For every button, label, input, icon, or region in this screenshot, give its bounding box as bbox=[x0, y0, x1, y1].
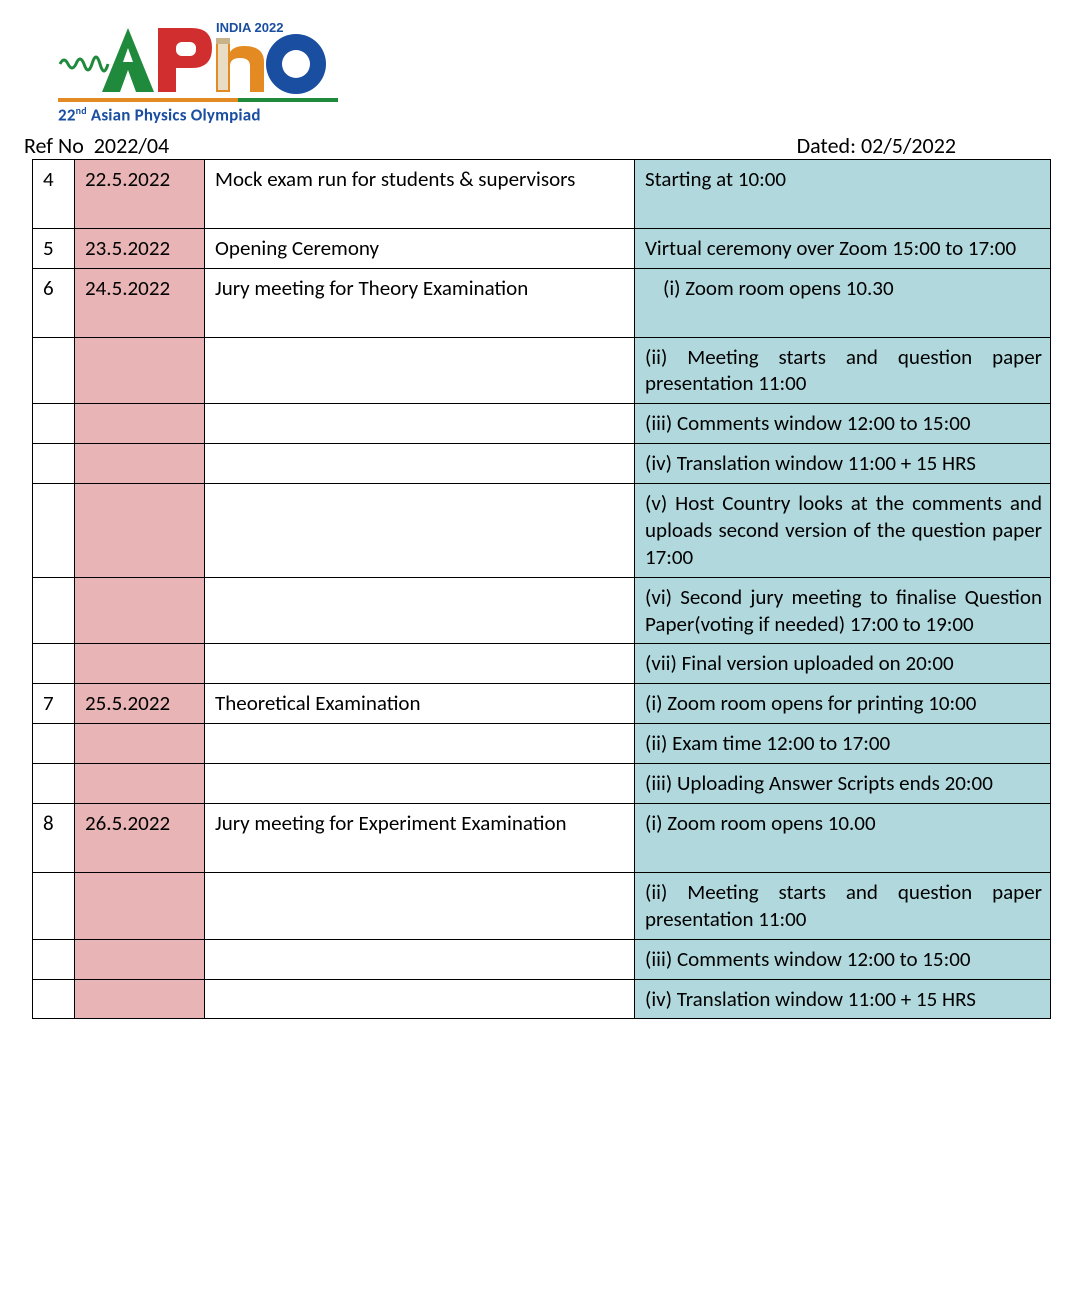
row-date bbox=[75, 444, 205, 484]
row-detail: (ii) Meeting starts and question paper p… bbox=[635, 337, 1051, 404]
row-date: 26.5.2022 bbox=[75, 803, 205, 872]
row-date: 22.5.2022 bbox=[75, 159, 205, 228]
row-description: Theoretical Examination bbox=[205, 684, 635, 724]
row-number bbox=[33, 484, 75, 578]
table-row: (vii) Final version uploaded on 20:00 bbox=[33, 644, 1051, 684]
row-description bbox=[205, 724, 635, 764]
row-description: Opening Ceremony bbox=[205, 228, 635, 268]
header-row: Ref No 2022/04 Dated: 02/5/2022 bbox=[22, 132, 1058, 159]
row-date bbox=[75, 939, 205, 979]
row-detail: (iv) Translation window 11:00 + 15 HRS bbox=[635, 444, 1051, 484]
table-row: (ii) Exam time 12:00 to 17:00 bbox=[33, 724, 1051, 764]
row-number: 6 bbox=[33, 268, 75, 337]
schedule-table: 422.5.2022Mock exam run for students & s… bbox=[32, 159, 1051, 1020]
table-row: (iii) Comments window 12:00 to 15:00 bbox=[33, 404, 1051, 444]
row-detail: (iii) Uploading Answer Scripts ends 20:0… bbox=[635, 764, 1051, 804]
row-date: 25.5.2022 bbox=[75, 684, 205, 724]
row-detail: (vii) Final version uploaded on 20:00 bbox=[635, 644, 1051, 684]
row-number bbox=[33, 724, 75, 764]
table-row: (v) Host Country looks at the comments a… bbox=[33, 484, 1051, 578]
table-row: 523.5.2022Opening CeremonyVirtual ceremo… bbox=[33, 228, 1051, 268]
ref-value: 2022/04 bbox=[94, 132, 169, 159]
row-number: 8 bbox=[33, 803, 75, 872]
row-number: 7 bbox=[33, 684, 75, 724]
row-description bbox=[205, 764, 635, 804]
row-detail: Virtual ceremony over Zoom 15:00 to 17:0… bbox=[635, 228, 1051, 268]
table-row: (iv) Translation window 11:00 + 15 HRS bbox=[33, 979, 1051, 1019]
row-date bbox=[75, 724, 205, 764]
table-row: (ii) Meeting starts and question paper p… bbox=[33, 872, 1051, 939]
row-number bbox=[33, 644, 75, 684]
logo-block: INDIA 2022 22nd Asian Physics Olympiad bbox=[58, 18, 1058, 126]
dated-value: 02/5/2022 bbox=[861, 132, 956, 159]
row-number bbox=[33, 404, 75, 444]
row-number bbox=[33, 337, 75, 404]
row-date: 24.5.2022 bbox=[75, 268, 205, 337]
row-detail: (i) Zoom room opens 10.30 bbox=[635, 268, 1051, 337]
row-description bbox=[205, 404, 635, 444]
row-description: Jury meeting for Experiment Examination bbox=[205, 803, 635, 872]
row-number bbox=[33, 872, 75, 939]
row-number bbox=[33, 577, 75, 644]
row-description bbox=[205, 644, 635, 684]
row-detail: (iii) Comments window 12:00 to 15:00 bbox=[635, 404, 1051, 444]
row-detail: (ii) Exam time 12:00 to 17:00 bbox=[635, 724, 1051, 764]
row-date bbox=[75, 484, 205, 578]
row-detail: Starting at 10:00 bbox=[635, 159, 1051, 228]
row-description: Jury meeting for Theory Examination bbox=[205, 268, 635, 337]
row-number: 4 bbox=[33, 159, 75, 228]
row-description bbox=[205, 979, 635, 1019]
row-detail: (iii) Comments window 12:00 to 15:00 bbox=[635, 939, 1051, 979]
logo-india-text: INDIA 2022 bbox=[216, 20, 283, 35]
table-row: (iii) Comments window 12:00 to 15:00 bbox=[33, 939, 1051, 979]
row-detail: (ii) Meeting starts and question paper p… bbox=[635, 872, 1051, 939]
row-detail: (i) Zoom room opens for printing 10:00 bbox=[635, 684, 1051, 724]
row-detail: (v) Host Country looks at the comments a… bbox=[635, 484, 1051, 578]
row-detail: (vi) Second jury meeting to finalise Que… bbox=[635, 577, 1051, 644]
ref-no: Ref No 2022/04 bbox=[24, 132, 169, 159]
row-description bbox=[205, 872, 635, 939]
table-row: 624.5.2022Jury meeting for Theory Examin… bbox=[33, 268, 1051, 337]
row-date bbox=[75, 979, 205, 1019]
table-row: (ii) Meeting starts and question paper p… bbox=[33, 337, 1051, 404]
row-description bbox=[205, 577, 635, 644]
row-description bbox=[205, 939, 635, 979]
row-detail: (i) Zoom room opens 10.00 bbox=[635, 803, 1051, 872]
table-row: (iv) Translation window 11:00 + 15 HRS bbox=[33, 444, 1051, 484]
row-description: Mock exam run for students & supervisors bbox=[205, 159, 635, 228]
row-description bbox=[205, 444, 635, 484]
row-number bbox=[33, 444, 75, 484]
table-row: 422.5.2022Mock exam run for students & s… bbox=[33, 159, 1051, 228]
row-detail: (iv) Translation window 11:00 + 15 HRS bbox=[635, 979, 1051, 1019]
row-number: 5 bbox=[33, 228, 75, 268]
dated: Dated: 02/5/2022 bbox=[797, 132, 1056, 159]
ref-label: Ref No bbox=[24, 132, 84, 159]
table-row: (iii) Uploading Answer Scripts ends 20:0… bbox=[33, 764, 1051, 804]
row-date bbox=[75, 872, 205, 939]
table-row: 826.5.2022Jury meeting for Experiment Ex… bbox=[33, 803, 1051, 872]
logo-subtitle: 22nd Asian Physics Olympiad bbox=[58, 104, 1058, 126]
apho-logo-icon: INDIA 2022 bbox=[58, 18, 338, 102]
row-date bbox=[75, 577, 205, 644]
row-number bbox=[33, 939, 75, 979]
table-row: (vi) Second jury meeting to finalise Que… bbox=[33, 577, 1051, 644]
row-number bbox=[33, 979, 75, 1019]
row-date bbox=[75, 764, 205, 804]
row-number bbox=[33, 764, 75, 804]
row-date: 23.5.2022 bbox=[75, 228, 205, 268]
table-row: 725.5.2022Theoretical Examination(i) Zoo… bbox=[33, 684, 1051, 724]
row-date bbox=[75, 337, 205, 404]
row-date bbox=[75, 644, 205, 684]
row-date bbox=[75, 404, 205, 444]
row-description bbox=[205, 484, 635, 578]
row-description bbox=[205, 337, 635, 404]
dated-label: Dated: bbox=[797, 132, 856, 159]
